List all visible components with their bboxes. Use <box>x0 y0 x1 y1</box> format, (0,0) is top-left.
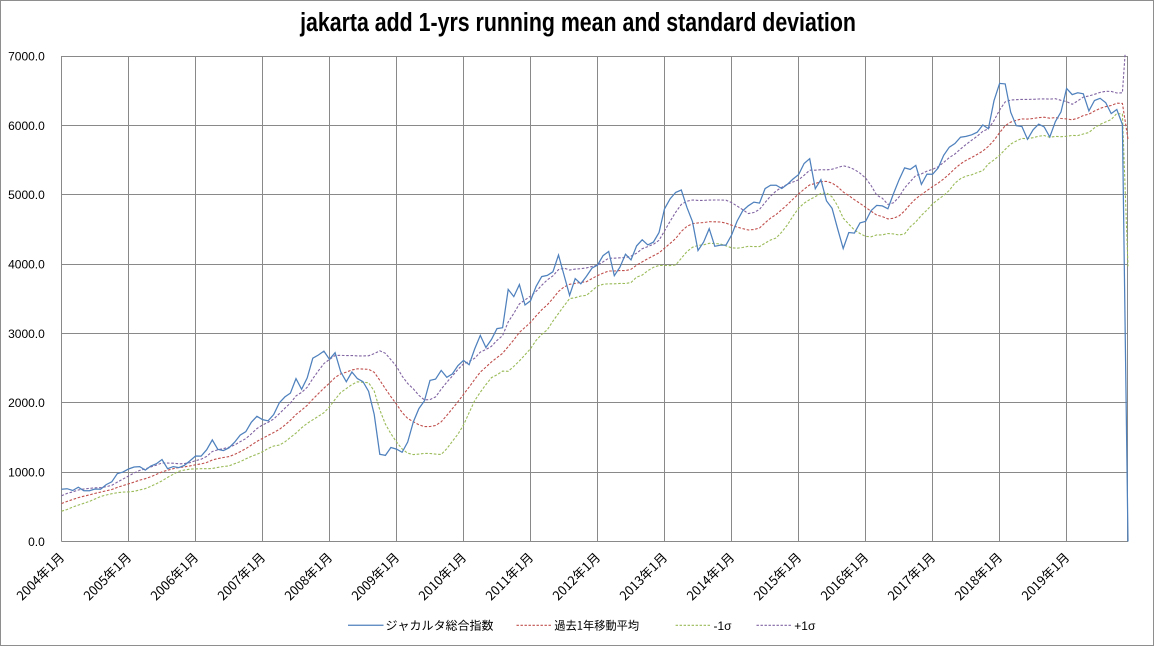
svg-text:2000.0: 2000.0 <box>8 396 45 410</box>
svg-text:jakarta add 1-yrs running mean: jakarta add 1-yrs running mean and stand… <box>299 8 856 38</box>
svg-text:5000.0: 5000.0 <box>8 188 45 202</box>
svg-text:-1σ: -1σ <box>714 619 733 633</box>
svg-text:1000.0: 1000.0 <box>8 466 45 480</box>
svg-text:7000.0: 7000.0 <box>8 49 45 63</box>
svg-text:4000.0: 4000.0 <box>8 258 45 272</box>
svg-text:+1σ: +1σ <box>794 619 816 633</box>
svg-text:0.0: 0.0 <box>28 535 45 549</box>
svg-text:6000.0: 6000.0 <box>8 119 45 133</box>
svg-text:3000.0: 3000.0 <box>8 327 45 341</box>
